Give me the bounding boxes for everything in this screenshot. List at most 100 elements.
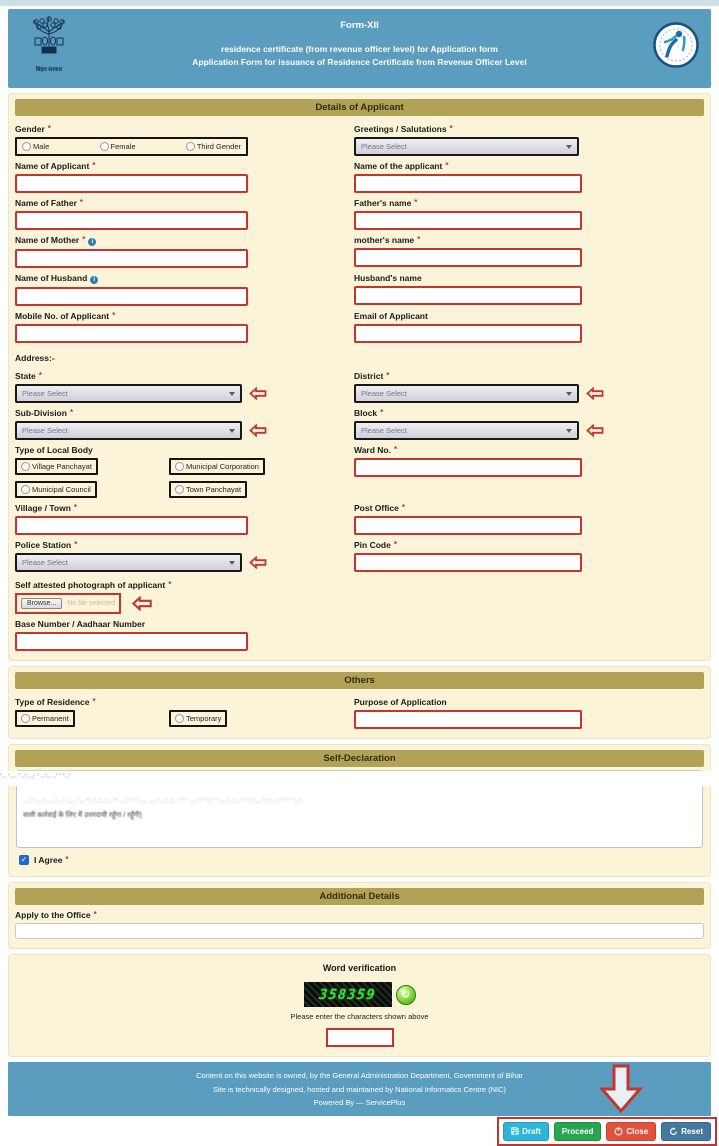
name-of-father-input[interactable] bbox=[15, 211, 248, 230]
required-marker: * bbox=[65, 855, 69, 864]
required-marker: * bbox=[47, 124, 51, 133]
radio-icon[interactable] bbox=[175, 714, 184, 723]
overlay-text-strip: ʼ·· ʼ··· ʼ··ʼ···: ʼ ··ʼ·· ·ʼ ʼ ʼ··ʼ bbox=[0, 771, 713, 786]
mobile-input[interactable] bbox=[15, 324, 248, 343]
radio-icon[interactable] bbox=[21, 714, 30, 723]
reset-button[interactable]: Reset bbox=[661, 1121, 711, 1141]
serviceplus-logo-icon bbox=[653, 22, 699, 68]
dropdown-caret-icon bbox=[566, 144, 572, 149]
police-station-select[interactable]: Please Select bbox=[15, 553, 242, 572]
govt-logo-caption: बिहार सरकार bbox=[35, 67, 63, 73]
red-left-arrow-icon bbox=[586, 424, 604, 437]
name-of-husband-input[interactable] bbox=[15, 287, 248, 306]
local-body-option-municipal-council[interactable]: Municipal Council bbox=[15, 481, 97, 498]
browser-top-strip bbox=[0, 0, 719, 6]
captcha-input[interactable] bbox=[325, 1028, 394, 1047]
proceed-button[interactable]: Proceed bbox=[553, 1121, 602, 1141]
gender-option-female[interactable]: Female bbox=[99, 142, 136, 151]
radio-icon[interactable] bbox=[175, 462, 184, 471]
form-subtitle-2: Application Form for issuance of Residen… bbox=[192, 57, 527, 68]
info-icon[interactable]: i bbox=[90, 276, 99, 284]
radio-icon[interactable] bbox=[185, 142, 195, 151]
power-icon bbox=[614, 1127, 623, 1135]
captcha-image: 358359 bbox=[303, 982, 392, 1007]
radio-icon[interactable] bbox=[21, 485, 30, 494]
local-body-option-town-panchayat[interactable]: Town Panchayat bbox=[169, 481, 248, 498]
sub-division-select[interactable]: Please Select bbox=[15, 421, 242, 440]
apply-to-office-label: Apply to the Office * bbox=[15, 910, 97, 920]
browse-button[interactable]: Browse... bbox=[21, 598, 63, 609]
radio-icon[interactable] bbox=[99, 142, 109, 151]
fathers-name-input[interactable] bbox=[354, 211, 582, 230]
mothers-name-input[interactable] bbox=[354, 248, 582, 267]
state-label: State * bbox=[15, 371, 42, 381]
required-marker: * bbox=[394, 445, 398, 454]
i-agree-checkbox[interactable]: ✓ bbox=[19, 855, 29, 865]
police-station-label: Police Station * bbox=[15, 540, 78, 550]
village-town-input[interactable] bbox=[15, 516, 248, 535]
district-label: District * bbox=[354, 371, 390, 381]
gender-option-male[interactable]: Male bbox=[22, 142, 49, 151]
address-heading: Address:- bbox=[15, 353, 55, 363]
pin-code-label: Pin Code * bbox=[354, 540, 397, 550]
section-title-self-declaration: Self-Declaration bbox=[15, 750, 704, 767]
husbands-name-input[interactable] bbox=[354, 286, 582, 305]
word-verification-section: Word verification 358359 ↻ Please enter … bbox=[8, 954, 711, 1057]
name-of-mother-input[interactable] bbox=[15, 249, 248, 268]
fathers-name-label: Father's name * bbox=[354, 198, 418, 208]
section-title-details: Details of Applicant bbox=[15, 99, 704, 116]
required-marker: * bbox=[112, 311, 116, 320]
photo-upload-control: Browse... No file selected bbox=[15, 593, 122, 614]
dropdown-caret-icon bbox=[566, 428, 572, 433]
required-marker: * bbox=[92, 697, 96, 706]
action-buttons-highlight-box: Draft Proceed Close Reset bbox=[497, 1116, 717, 1146]
purpose-input[interactable] bbox=[354, 710, 582, 729]
ward-no-input[interactable] bbox=[354, 458, 582, 477]
file-status-text: No file selected bbox=[67, 600, 116, 607]
required-marker: * bbox=[93, 910, 97, 919]
required-marker: * bbox=[417, 235, 421, 244]
additional-details-section: Additional Details Apply to the Office * bbox=[8, 882, 711, 949]
name-of-applicant-alt-label: Name of the applicant * bbox=[354, 161, 449, 171]
apply-to-office-input[interactable] bbox=[15, 923, 704, 939]
required-marker: * bbox=[445, 161, 449, 170]
block-select[interactable]: Please Select bbox=[354, 421, 579, 440]
info-icon[interactable]: i bbox=[88, 238, 97, 246]
husbands-name-label: Husband's name bbox=[354, 273, 422, 283]
radio-icon[interactable] bbox=[21, 462, 30, 471]
name-of-husband-label: Name of Husband i bbox=[15, 273, 248, 284]
close-button[interactable]: Close bbox=[606, 1121, 657, 1141]
details-of-applicant-section: Details of Applicant Gender * Male Female… bbox=[8, 93, 711, 661]
required-marker: * bbox=[449, 124, 453, 133]
refresh-icon bbox=[670, 1126, 678, 1135]
dropdown-caret-icon bbox=[229, 391, 235, 396]
post-office-input[interactable] bbox=[354, 516, 582, 535]
required-marker: * bbox=[82, 235, 86, 244]
name-of-applicant-input[interactable] bbox=[15, 174, 248, 193]
email-input[interactable] bbox=[354, 324, 582, 343]
pin-code-input[interactable] bbox=[354, 553, 582, 572]
local-body-option-municipal-corporation[interactable]: Municipal Corporation bbox=[169, 458, 265, 475]
block-label: Block * bbox=[354, 408, 384, 418]
post-office-label: Post Office * bbox=[354, 503, 405, 513]
dropdown-caret-icon bbox=[229, 560, 235, 565]
site-footer: Content on this website is owned, by the… bbox=[8, 1062, 711, 1116]
self-declaration-section: Self-Declaration ʼ ·· ʼʼ· ····ʼ ·· ʼ ··ʼ… bbox=[0, 744, 713, 877]
base-number-input[interactable] bbox=[15, 632, 248, 651]
residence-option-permanent[interactable]: Permanent bbox=[15, 710, 75, 727]
base-number-label: Base Number / Aadhaar Number bbox=[15, 619, 146, 629]
name-of-applicant-alt-input[interactable] bbox=[354, 174, 582, 193]
district-select[interactable]: Please Select bbox=[354, 384, 579, 403]
captcha-refresh-icon[interactable]: ↻ bbox=[395, 984, 416, 1005]
red-left-arrow-icon bbox=[249, 424, 267, 437]
greetings-select[interactable]: Please Select bbox=[354, 137, 579, 156]
mothers-name-label: mother's name * bbox=[354, 235, 421, 245]
residence-option-temporary[interactable]: Temporary bbox=[169, 710, 228, 727]
form-subtitle-1: residence certificate (from revenue offi… bbox=[221, 44, 498, 54]
radio-icon[interactable] bbox=[22, 142, 31, 151]
draft-button[interactable]: Draft bbox=[503, 1121, 549, 1141]
radio-icon[interactable] bbox=[175, 485, 184, 494]
state-select[interactable]: Please Select bbox=[15, 384, 242, 403]
gender-option-third[interactable]: Third Gender bbox=[185, 142, 241, 151]
local-body-option-village-panchayat[interactable]: Village Panchayat bbox=[15, 458, 98, 475]
